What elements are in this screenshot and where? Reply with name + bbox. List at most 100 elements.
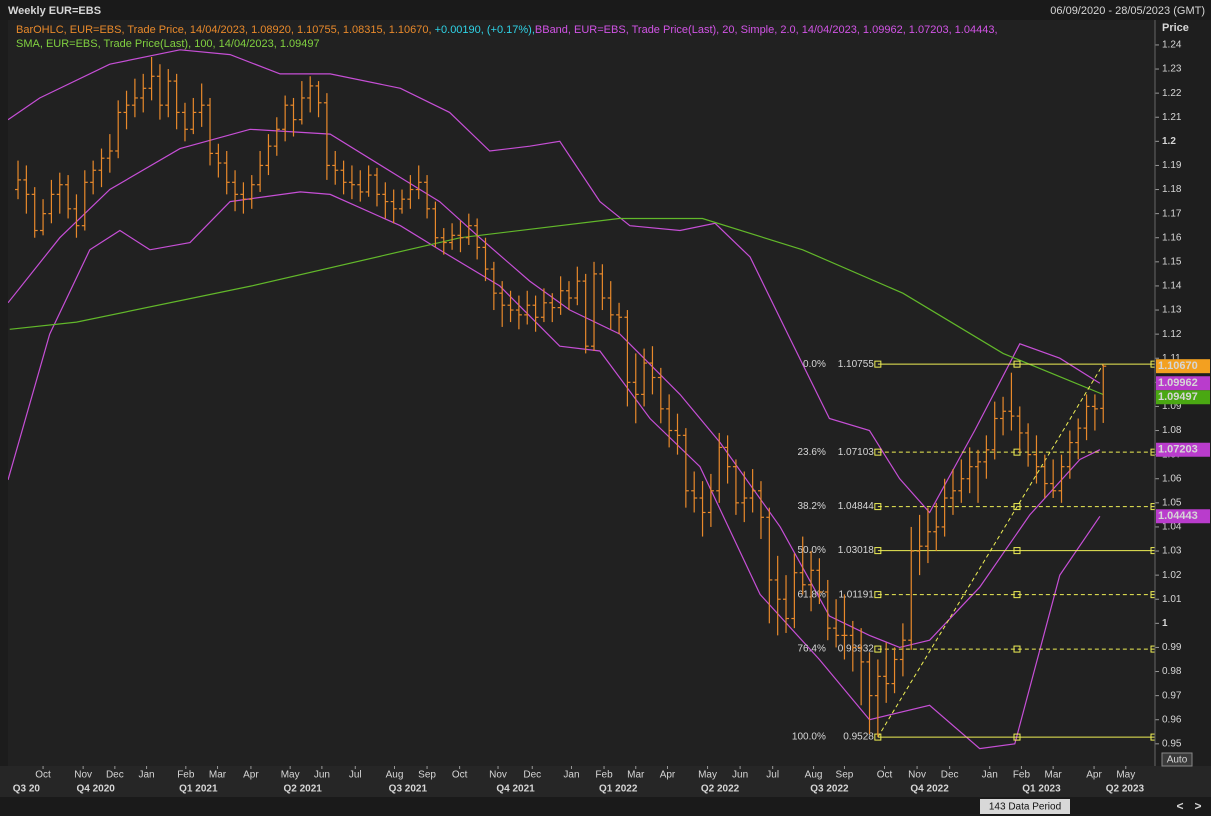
x-tick-label: Jun (314, 770, 330, 781)
y-tick-label: 1.08 (1162, 425, 1182, 436)
x-tick-label: Nov (74, 770, 92, 781)
fib-marker (1150, 645, 1155, 653)
x-tick-label: Jan (139, 770, 155, 781)
x-tick-label: May (698, 770, 717, 781)
y-tick-label: 1.13 (1162, 305, 1182, 316)
y-tick-label: 0.97 (1162, 690, 1182, 701)
price-tag (1156, 359, 1210, 374)
fib-marker (1150, 733, 1155, 741)
fib-marker (1013, 360, 1021, 368)
y-tick-label: 1.23 (1162, 64, 1182, 75)
fib-marker (1013, 645, 1021, 653)
y-tick-label: 0.96 (1162, 714, 1182, 725)
fib-value: 0.9528 (843, 732, 874, 743)
y-axis-label: Price (1162, 22, 1189, 34)
y-tick-label: 1.24 (1162, 40, 1182, 51)
scroll-right[interactable]: > (1194, 799, 1201, 813)
scroll-bar[interactable] (0, 797, 1211, 816)
data-period-box[interactable] (980, 799, 1070, 814)
legend-bband: BBand, EUR=EBS, Trade Price(Last), 20, S… (535, 24, 998, 36)
y-tick-label: 1.11 (1162, 353, 1181, 364)
indicator-line (8, 128, 1101, 649)
x-tick-label: Oct (452, 770, 468, 781)
y-tick-label: 1.16 (1162, 232, 1182, 243)
x-tick-label: Dec (941, 770, 959, 781)
y-tick-label: 1.12 (1162, 329, 1182, 340)
x-tick-label: Apr (243, 770, 259, 781)
x-tick-label: Jul (766, 770, 779, 781)
price-tag-label: 1.07203 (1158, 444, 1198, 456)
quarter-label: Q4 2020 (76, 784, 115, 795)
chart-title: Weekly EUR=EBS (8, 5, 101, 17)
fib-marker (1013, 591, 1021, 599)
quarter-label: Q2 2021 (283, 784, 322, 795)
quarter-label: Q1 2021 (179, 784, 218, 795)
price-tag (1156, 509, 1210, 524)
y-tick-label: 1.01 (1162, 594, 1182, 605)
x-tick-label: Sep (418, 770, 436, 781)
fib-value: 1.03018 (838, 545, 875, 556)
legend-line-2: SMA, EUR=EBS, Trade Price(Last), 100, 14… (16, 38, 320, 50)
x-tick-label: Sep (836, 770, 854, 781)
x-tick-label: Jan (982, 770, 998, 781)
x-tick-label: Mar (627, 770, 645, 781)
fib-marker (1150, 448, 1155, 456)
scroll-left[interactable]: < (1176, 799, 1183, 813)
fib-value: 1.01191 (838, 589, 874, 600)
data-period: 143 Data Period (989, 802, 1061, 813)
fib-percent: 0.0% (803, 359, 826, 370)
x-tick-label: Mar (1045, 770, 1063, 781)
auto-button[interactable] (1161, 752, 1193, 767)
legend-line-1: BarOHLC, EUR=EBS, Trade Price, 14/04/202… (16, 24, 998, 36)
date-range: 06/09/2020 - 28/05/2023 (GMT) (1050, 5, 1205, 17)
quarter-label: Q2 2023 (1106, 784, 1145, 795)
x-tick-label: Apr (1086, 770, 1102, 781)
auto-label: Auto (1167, 755, 1188, 766)
price-tag (1156, 376, 1210, 391)
quarter-label: Q3 2021 (389, 784, 428, 795)
y-tick-label: 0.99 (1162, 642, 1182, 653)
fib-marker (1013, 547, 1021, 555)
quarter-label: Q4 2022 (910, 784, 949, 795)
quarter-label: Q4 2021 (496, 784, 535, 795)
x-tick-label: Oct (35, 770, 51, 781)
indicator-line (8, 191, 1101, 750)
y-tick-label: 0.98 (1162, 666, 1182, 677)
price-tag (1156, 442, 1210, 457)
y-tick-label: 1.04 (1162, 522, 1182, 533)
fib-percent: 23.6% (797, 447, 825, 458)
fib-marker (874, 645, 882, 653)
x-tick-label: Jul (349, 770, 362, 781)
y-tick-label: 1.02 (1162, 570, 1182, 581)
indicator-line (9, 217, 1104, 396)
fib-value: 0.98932 (838, 644, 875, 655)
fib-marker (1013, 733, 1021, 741)
fib-marker (874, 448, 882, 456)
fib-value: 1.04844 (838, 501, 875, 512)
y-tick-label: 1.03 (1162, 546, 1182, 557)
x-tick-label: Feb (595, 770, 613, 781)
y-tick-label: 1.18 (1162, 184, 1182, 195)
x-tick-label: Feb (1013, 770, 1031, 781)
legend-change: +0.00190, (+0.17%), (435, 24, 535, 36)
fib-marker (874, 591, 882, 599)
x-tick-label: Oct (877, 770, 893, 781)
y-tick-label: 1.14 (1162, 281, 1182, 292)
y-tick-label: 1.06 (1162, 473, 1182, 484)
quarter-label: Q2 2022 (701, 784, 740, 795)
legend-ohlc: BarOHLC, EUR=EBS, Trade Price, 14/04/202… (16, 24, 432, 36)
plot: 0.0% 1.10755 23.6% 1.07103 38.2% 1.04844 50.0%… (8, 49, 1155, 750)
x-tick-label: Dec (106, 770, 124, 781)
quarter-label: Q3 2022 (810, 784, 849, 795)
fib-marker (874, 360, 882, 368)
x-tick-label: Mar (209, 770, 227, 781)
y-tick-label: 1.17 (1162, 208, 1182, 219)
fib-marker (1150, 547, 1155, 555)
fib-value: 1.10755 (838, 359, 875, 370)
y-tick-label: 1.21 (1162, 112, 1182, 123)
fib-marker (874, 503, 882, 511)
y-tick-label: 1.22 (1162, 88, 1182, 99)
legend-sma: SMA, EUR=EBS, Trade Price(Last), 100, 14… (16, 38, 320, 50)
x-tick-label: May (281, 770, 300, 781)
